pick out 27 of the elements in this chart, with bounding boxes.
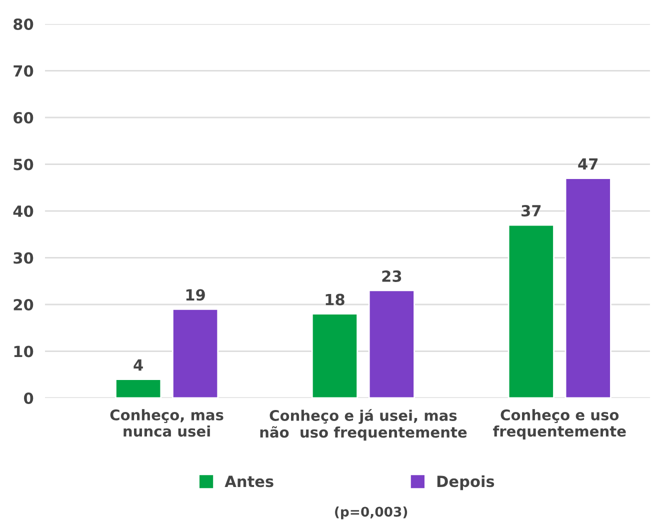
data-label: 4 xyxy=(134,359,143,371)
y-tick-label: 50 xyxy=(14,158,34,170)
bar xyxy=(311,313,358,398)
bar xyxy=(564,178,612,398)
y-tick-label: 40 xyxy=(13,205,34,218)
y-tick-label: 80 xyxy=(14,18,34,30)
data-label: 47 xyxy=(578,158,598,170)
y-tick-label: 20 xyxy=(14,298,34,311)
x-tick-label: Conheço e uso frequentemente xyxy=(493,409,626,440)
text: (p=0,003) xyxy=(335,506,408,520)
x-tick-label: Conheço, mas nunca usei xyxy=(110,409,224,437)
y-tick-label: 70 xyxy=(14,65,34,77)
y-tick-label: 0 xyxy=(24,392,34,404)
legend-label: Antes xyxy=(224,476,274,488)
y-tick-label: 10 xyxy=(14,346,34,358)
bar xyxy=(368,290,415,398)
y-tick-label: 30 xyxy=(14,252,34,264)
legend-label: Depois xyxy=(437,475,494,490)
bar xyxy=(115,378,162,398)
y-tick-label: 60 xyxy=(14,112,34,124)
data-label: 37 xyxy=(522,204,541,217)
data-label: 18 xyxy=(326,294,344,306)
x-tick-label: Conheço e já usei, mas não uso frequentemente xyxy=(260,409,467,441)
bar xyxy=(508,224,554,398)
bar xyxy=(172,308,219,398)
data-label: 19 xyxy=(186,289,205,301)
data-label: 23 xyxy=(382,270,402,282)
